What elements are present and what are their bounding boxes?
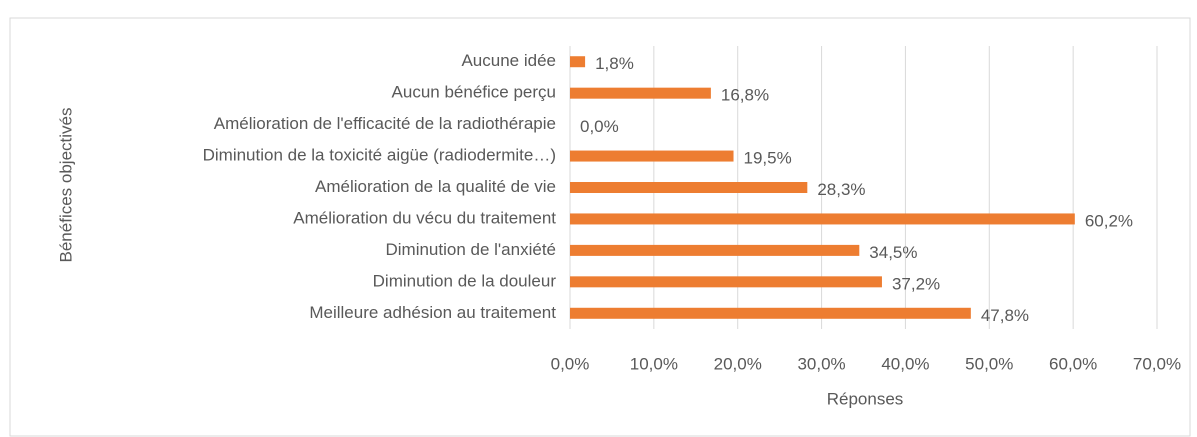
category-label: Aucun bénéfice perçu: [392, 83, 556, 102]
category-label: Diminution de l'anxiété: [385, 240, 556, 259]
category-label: Meilleure adhésion au traitement: [309, 303, 556, 322]
value-label: 0,0%: [580, 117, 619, 136]
value-label: 28,3%: [817, 180, 865, 199]
category-label: Amélioration du vécu du traitement: [293, 208, 556, 227]
value-label: 1,8%: [595, 54, 634, 73]
bar: [570, 87, 711, 99]
x-tick-label: 20,0%: [714, 354, 762, 373]
x-tick-label: 30,0%: [797, 354, 845, 373]
x-tick-label: 50,0%: [965, 354, 1013, 373]
bar: [570, 307, 971, 319]
bar: [570, 244, 860, 256]
bar: [570, 276, 882, 288]
category-label: Aucune idée: [461, 51, 556, 70]
bar: [570, 213, 1075, 225]
bar: [570, 56, 586, 68]
chart-border: [9, 17, 1191, 437]
x-tick-label: 70,0%: [1133, 354, 1181, 373]
value-label: 19,5%: [744, 149, 792, 168]
x-axis-label: Réponses: [827, 389, 904, 408]
y-axis-label: Bénéfices objectivés: [56, 108, 75, 263]
bar: [570, 182, 808, 193]
x-tick-label: 40,0%: [881, 354, 929, 373]
x-tick-label: 60,0%: [1049, 354, 1097, 373]
value-label: 16,8%: [721, 86, 769, 105]
x-tick-label: 0,0%: [551, 354, 590, 373]
category-label: Amélioration de l'efficacité de la radio…: [214, 114, 556, 133]
value-label: 47,8%: [981, 306, 1029, 325]
x-tick-label: 10,0%: [630, 354, 678, 373]
bar: [570, 150, 734, 162]
value-label: 60,2%: [1085, 211, 1133, 230]
value-label: 37,2%: [892, 274, 940, 293]
category-label: Diminution de la douleur: [373, 271, 557, 290]
category-label: Diminution de la toxicité aigüe (radiode…: [203, 146, 556, 165]
value-label: 34,5%: [869, 243, 917, 262]
category-label: Amélioration de la qualité de vie: [315, 177, 556, 196]
